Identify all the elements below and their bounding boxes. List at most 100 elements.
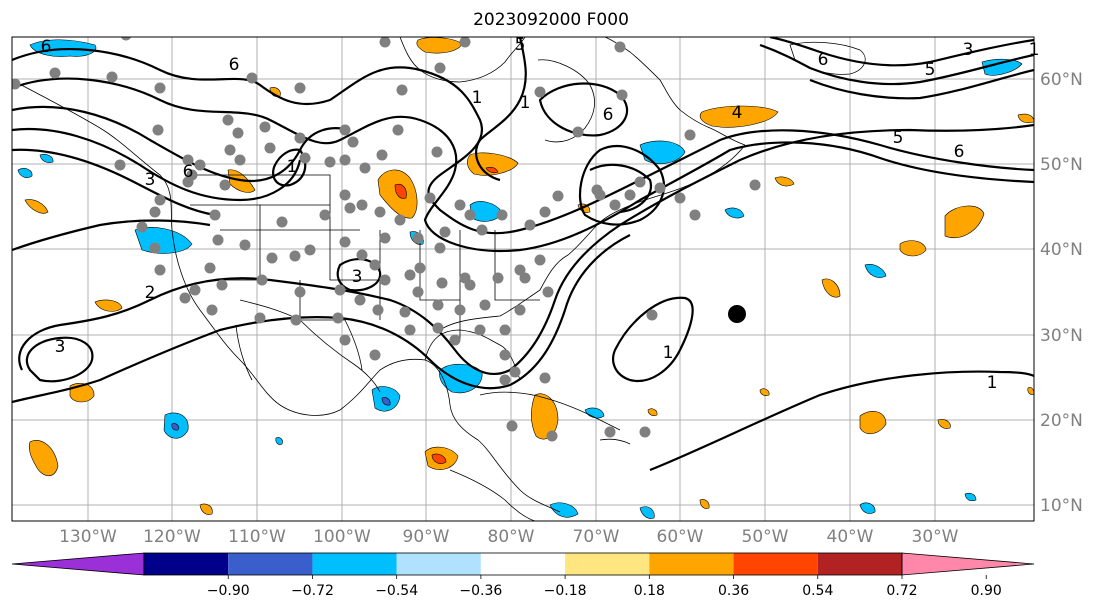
station-dot	[154, 82, 166, 94]
contour-line	[589, 163, 653, 214]
station-dot	[654, 182, 666, 194]
shade-blob	[275, 437, 283, 445]
colorbar-frame	[143, 552, 903, 576]
station-dot	[120, 37, 132, 41]
station-dot	[454, 199, 466, 211]
station-dot	[304, 244, 316, 256]
station-dot	[604, 426, 616, 438]
station-markers	[12, 37, 761, 442]
station-dot	[431, 146, 443, 158]
contour-label: 5	[515, 35, 526, 55]
station-dot	[479, 299, 491, 311]
station-dot	[506, 420, 518, 432]
station-dot	[514, 264, 526, 276]
colorbar-segment	[396, 553, 481, 575]
station-dot	[232, 127, 244, 139]
station-dot	[474, 324, 486, 336]
station-dot	[689, 209, 701, 221]
contour-line	[578, 145, 665, 226]
station-dot	[212, 234, 224, 246]
station-dot	[634, 176, 646, 188]
station-dot	[339, 236, 351, 248]
lon-tick-label: 110°W	[228, 527, 286, 547]
shade-blob	[937, 419, 951, 429]
station-dot	[539, 206, 551, 218]
station-dot	[356, 199, 368, 211]
station-dot	[254, 312, 266, 324]
shade-blob	[944, 205, 985, 238]
station-dot	[459, 272, 471, 284]
station-dot	[339, 334, 351, 346]
lat-tick-label: 40°N	[1040, 240, 1083, 260]
shade-blob	[28, 440, 59, 477]
shade-blob	[381, 397, 391, 406]
station-dot	[179, 292, 191, 304]
contour-label: 4	[732, 103, 743, 123]
colorbar-tick-label: −0.54	[375, 583, 418, 599]
shade-blob	[859, 502, 876, 514]
contour-label: 3	[352, 267, 363, 287]
shade-blob	[647, 408, 658, 416]
station-dot	[432, 322, 444, 334]
station-dot	[216, 279, 228, 291]
contour-lines	[12, 37, 1034, 472]
station-dot	[344, 202, 356, 214]
shade-blob	[416, 37, 463, 54]
station-dot	[154, 264, 166, 276]
station-dot	[369, 349, 381, 361]
station-dot	[206, 304, 218, 316]
station-dot	[392, 124, 404, 136]
colorbar-tick-label: −0.36	[459, 583, 502, 599]
station-dot	[399, 306, 411, 318]
shade-blob	[1027, 387, 1034, 395]
shade-blob	[467, 152, 519, 176]
contour-line	[759, 43, 1034, 86]
station-dot	[591, 184, 603, 196]
station-dot	[539, 372, 551, 384]
station-dot	[404, 324, 416, 336]
station-dot	[476, 224, 488, 236]
colorbar-tick-label: 0.18	[634, 583, 665, 599]
lon-tick-label: 50°W	[742, 527, 789, 547]
colorbar-tick-label: −0.90	[207, 583, 250, 599]
station-dot	[459, 37, 471, 48]
station-dot	[276, 216, 288, 228]
station-dot	[356, 249, 368, 261]
station-dot	[359, 162, 371, 174]
station-dot	[12, 78, 21, 90]
station-dot	[449, 334, 461, 346]
contour-line	[12, 128, 302, 202]
lat-tick-label: 50°N	[1040, 155, 1083, 175]
contour-line	[12, 219, 211, 252]
station-dot	[347, 136, 359, 148]
colorbar-segment	[480, 553, 566, 575]
contour-label: 1	[287, 157, 298, 177]
station-dot	[194, 159, 206, 171]
station-dot	[189, 284, 201, 296]
station-dot	[266, 252, 278, 264]
lon-tick-label: 30°W	[912, 527, 959, 547]
station-dot	[234, 154, 246, 166]
station-dot	[339, 189, 351, 201]
shade-blob	[759, 388, 770, 396]
shade-blob	[699, 105, 779, 128]
station-dot	[394, 214, 406, 226]
station-dot	[499, 374, 511, 386]
station-dot	[499, 349, 511, 361]
station-dot	[224, 144, 236, 156]
shade-blob	[724, 207, 745, 219]
station-dot	[454, 304, 466, 316]
station-dot	[412, 286, 424, 298]
station-dot	[376, 149, 388, 161]
shade-blob	[964, 492, 977, 502]
station-dot	[136, 221, 148, 233]
station-dot	[414, 262, 426, 274]
station-dot	[259, 121, 271, 133]
colorbar-tick-label: 0.90	[971, 583, 1002, 599]
station-dot	[646, 309, 658, 321]
plot-frame	[11, 36, 1035, 522]
map-title: 2023092000 F000	[473, 10, 629, 30]
contour-line	[769, 37, 1034, 67]
station-dot	[572, 126, 584, 138]
station-dot	[154, 194, 166, 206]
